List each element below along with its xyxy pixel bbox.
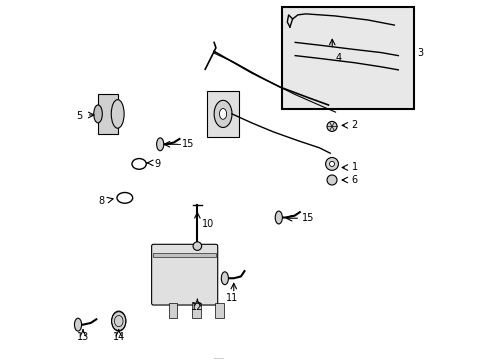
Text: 8: 8: [98, 197, 104, 206]
Ellipse shape: [74, 318, 81, 331]
Text: 14: 14: [112, 332, 124, 342]
Ellipse shape: [326, 121, 336, 131]
Bar: [153, 253, 216, 257]
Text: 2: 2: [351, 120, 357, 130]
Text: 13: 13: [77, 332, 89, 342]
Ellipse shape: [111, 311, 125, 331]
Text: 1: 1: [351, 162, 357, 172]
Ellipse shape: [94, 105, 102, 123]
Ellipse shape: [325, 157, 338, 170]
Ellipse shape: [329, 161, 334, 166]
Ellipse shape: [275, 211, 282, 224]
Text: 15: 15: [301, 213, 313, 223]
Ellipse shape: [111, 100, 124, 128]
Text: 4: 4: [335, 53, 341, 63]
Bar: [168, 303, 177, 318]
Ellipse shape: [219, 109, 226, 119]
Text: 5: 5: [76, 111, 82, 121]
Text: 11: 11: [225, 293, 238, 303]
Text: 6: 6: [351, 175, 357, 185]
Bar: [215, 303, 224, 318]
Text: 15: 15: [182, 139, 194, 149]
FancyBboxPatch shape: [151, 244, 217, 305]
Bar: [98, 94, 118, 134]
Text: 9: 9: [154, 159, 160, 169]
Ellipse shape: [156, 138, 163, 151]
Ellipse shape: [221, 272, 228, 285]
Bar: [206, 91, 239, 137]
Ellipse shape: [214, 100, 231, 127]
Bar: [192, 303, 200, 318]
Text: 12: 12: [191, 302, 203, 312]
Text: 3: 3: [416, 48, 422, 58]
Bar: [282, 7, 413, 109]
Ellipse shape: [193, 242, 201, 250]
Text: 10: 10: [201, 219, 213, 229]
Ellipse shape: [326, 175, 336, 185]
